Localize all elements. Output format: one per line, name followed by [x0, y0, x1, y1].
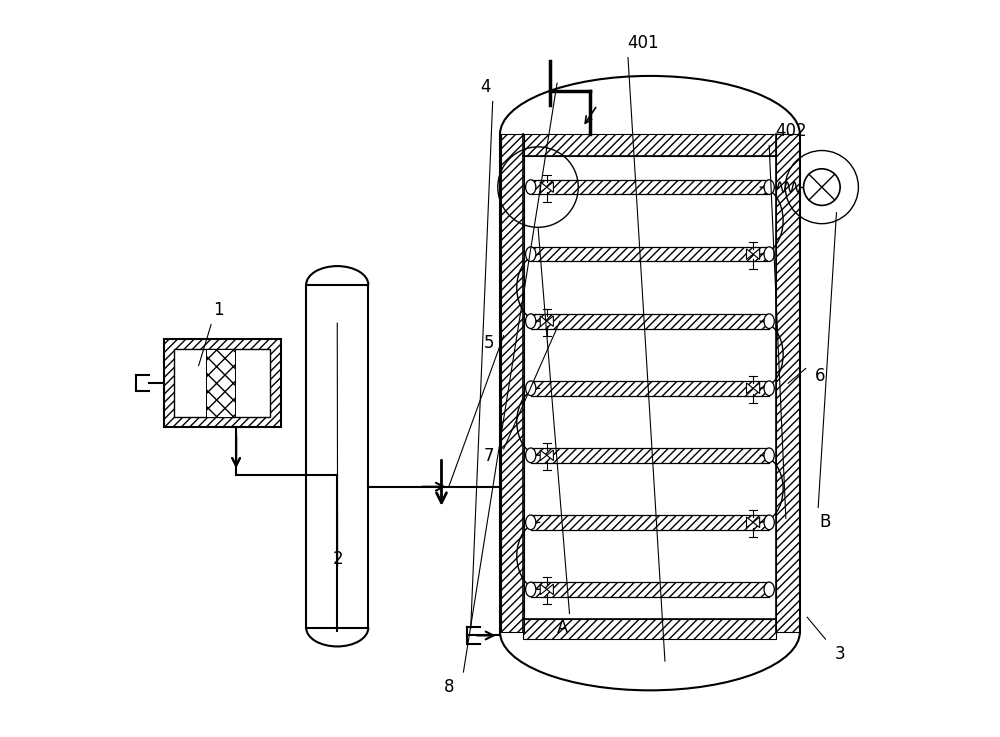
Polygon shape	[547, 584, 553, 595]
Ellipse shape	[764, 314, 774, 329]
Ellipse shape	[764, 582, 774, 597]
Polygon shape	[753, 383, 760, 394]
Polygon shape	[753, 249, 760, 259]
Text: 5: 5	[484, 334, 494, 352]
Text: 402: 402	[775, 122, 807, 140]
Bar	[531, 582, 769, 597]
Bar	[531, 515, 769, 530]
Bar	[531, 180, 769, 195]
Polygon shape	[540, 584, 547, 595]
Text: 6: 6	[815, 367, 826, 385]
Bar	[531, 448, 769, 463]
Ellipse shape	[526, 381, 536, 396]
Bar	[531, 247, 769, 262]
Ellipse shape	[526, 582, 536, 597]
Polygon shape	[540, 450, 547, 461]
Bar	[531, 314, 769, 329]
Bar	[523, 618, 776, 639]
Text: 7: 7	[484, 447, 494, 465]
Ellipse shape	[526, 247, 536, 262]
Ellipse shape	[526, 180, 536, 195]
Bar	[164, 339, 281, 427]
Ellipse shape	[764, 515, 774, 530]
Polygon shape	[753, 517, 760, 528]
Polygon shape	[746, 383, 753, 394]
Polygon shape	[746, 517, 753, 528]
Polygon shape	[547, 450, 553, 461]
Bar	[776, 134, 799, 632]
Bar	[306, 611, 368, 629]
Polygon shape	[547, 316, 553, 326]
Text: A: A	[556, 619, 568, 638]
Bar	[501, 134, 799, 632]
Ellipse shape	[764, 180, 774, 195]
Ellipse shape	[526, 515, 536, 530]
Ellipse shape	[526, 314, 536, 329]
Ellipse shape	[764, 381, 774, 396]
Bar	[523, 134, 776, 156]
Polygon shape	[746, 249, 753, 259]
Polygon shape	[547, 182, 553, 192]
Bar	[206, 349, 235, 417]
Bar	[306, 284, 368, 628]
Ellipse shape	[764, 448, 774, 463]
Bar	[531, 381, 769, 396]
Ellipse shape	[526, 448, 536, 463]
Text: 8: 8	[444, 678, 454, 696]
Text: 2: 2	[332, 550, 343, 567]
Circle shape	[804, 169, 840, 206]
Ellipse shape	[764, 247, 774, 262]
Text: 401: 401	[627, 34, 658, 52]
Text: 3: 3	[835, 645, 845, 663]
Text: 1: 1	[213, 301, 224, 319]
Text: B: B	[820, 513, 831, 531]
Text: 4: 4	[480, 78, 491, 96]
Bar	[174, 349, 270, 417]
Polygon shape	[540, 182, 547, 192]
Bar	[501, 134, 524, 632]
Polygon shape	[540, 316, 547, 326]
